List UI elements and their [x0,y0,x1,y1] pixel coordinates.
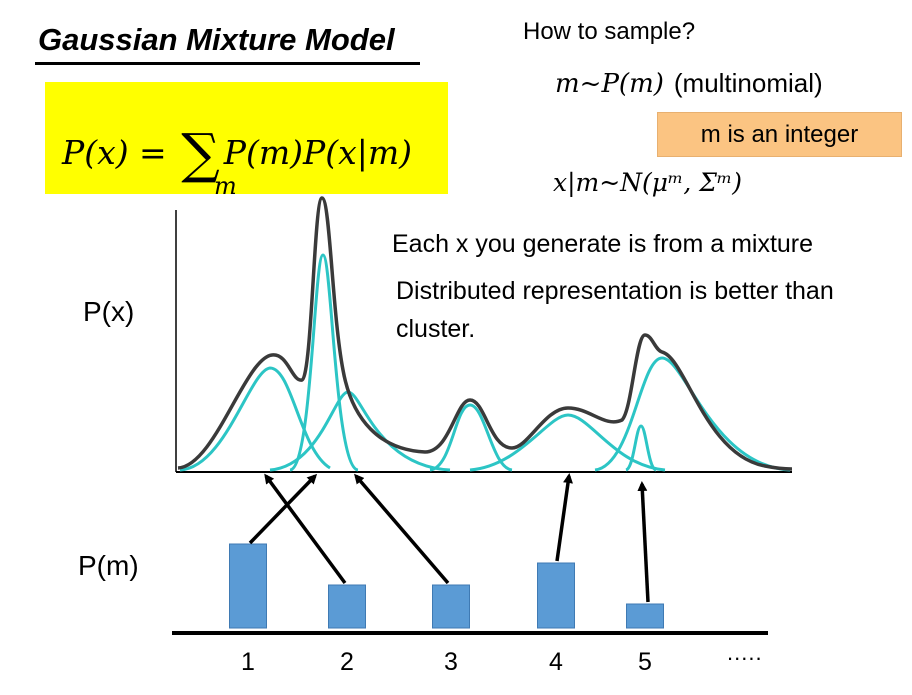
gaussian-curve [469,413,666,472]
pm-bars [229,543,664,629]
formula-lhs: P(x) = [62,133,178,172]
gmm-formula: P(x) = ∑ P(m)P(x|m) m [62,114,412,200]
tick-label-2: 2 [340,648,354,676]
gaussian-curve [289,253,359,472]
pm-bar-5 [626,603,664,629]
m-distribution: m~P(m) (multinomial) [555,68,823,99]
component-arrows [248,473,650,603]
formula-highlight [45,82,448,194]
representation-note: Distributed representation is better tha… [396,277,834,343]
tick-label-5: 5 [638,648,652,676]
pm-bar-1 [229,543,267,629]
sum-subscript: m [214,172,237,200]
pm-bar-3 [432,584,470,629]
mixture-note: Each x you generate is from a mixture [392,230,814,258]
tick-label-1: 1 [241,648,255,676]
integer-badge: m is an integer [657,112,902,157]
gaussian-curve [179,366,331,472]
x-distribution: x|m~N(μᵐ, Σᵐ) [553,168,743,197]
arrow [555,473,573,562]
formula-rhs: P(m)P(x|m) [223,133,412,172]
gaussian-components [179,253,791,472]
gaussian-curve [594,356,791,472]
arrow [264,473,347,585]
pm-bar-4 [537,562,575,629]
sum-symbol: ∑ [181,122,220,185]
more-ellipsis: ..... [727,640,763,665]
tick-label-3: 3 [444,648,458,676]
px-axis-label: P(x) [83,296,135,327]
m-distribution-math: m~P(m) [555,69,664,99]
title-underline [35,62,420,65]
sampling-question: How to sample? [523,18,696,45]
gaussian-curve [625,424,657,472]
arrow [354,473,450,585]
gaussian-curve [429,403,513,472]
tick-label-4: 4 [549,648,563,676]
arrow [248,473,318,545]
slide-title: Gaussian Mixture Model [38,22,395,57]
gaussian-curve [269,390,451,472]
pm-bar-2 [328,584,366,629]
pm-axis-label: P(m) [78,550,139,581]
m-distribution-note: (multinomial) [673,68,823,98]
arrow [637,481,650,603]
mixture-curve [177,196,793,471]
